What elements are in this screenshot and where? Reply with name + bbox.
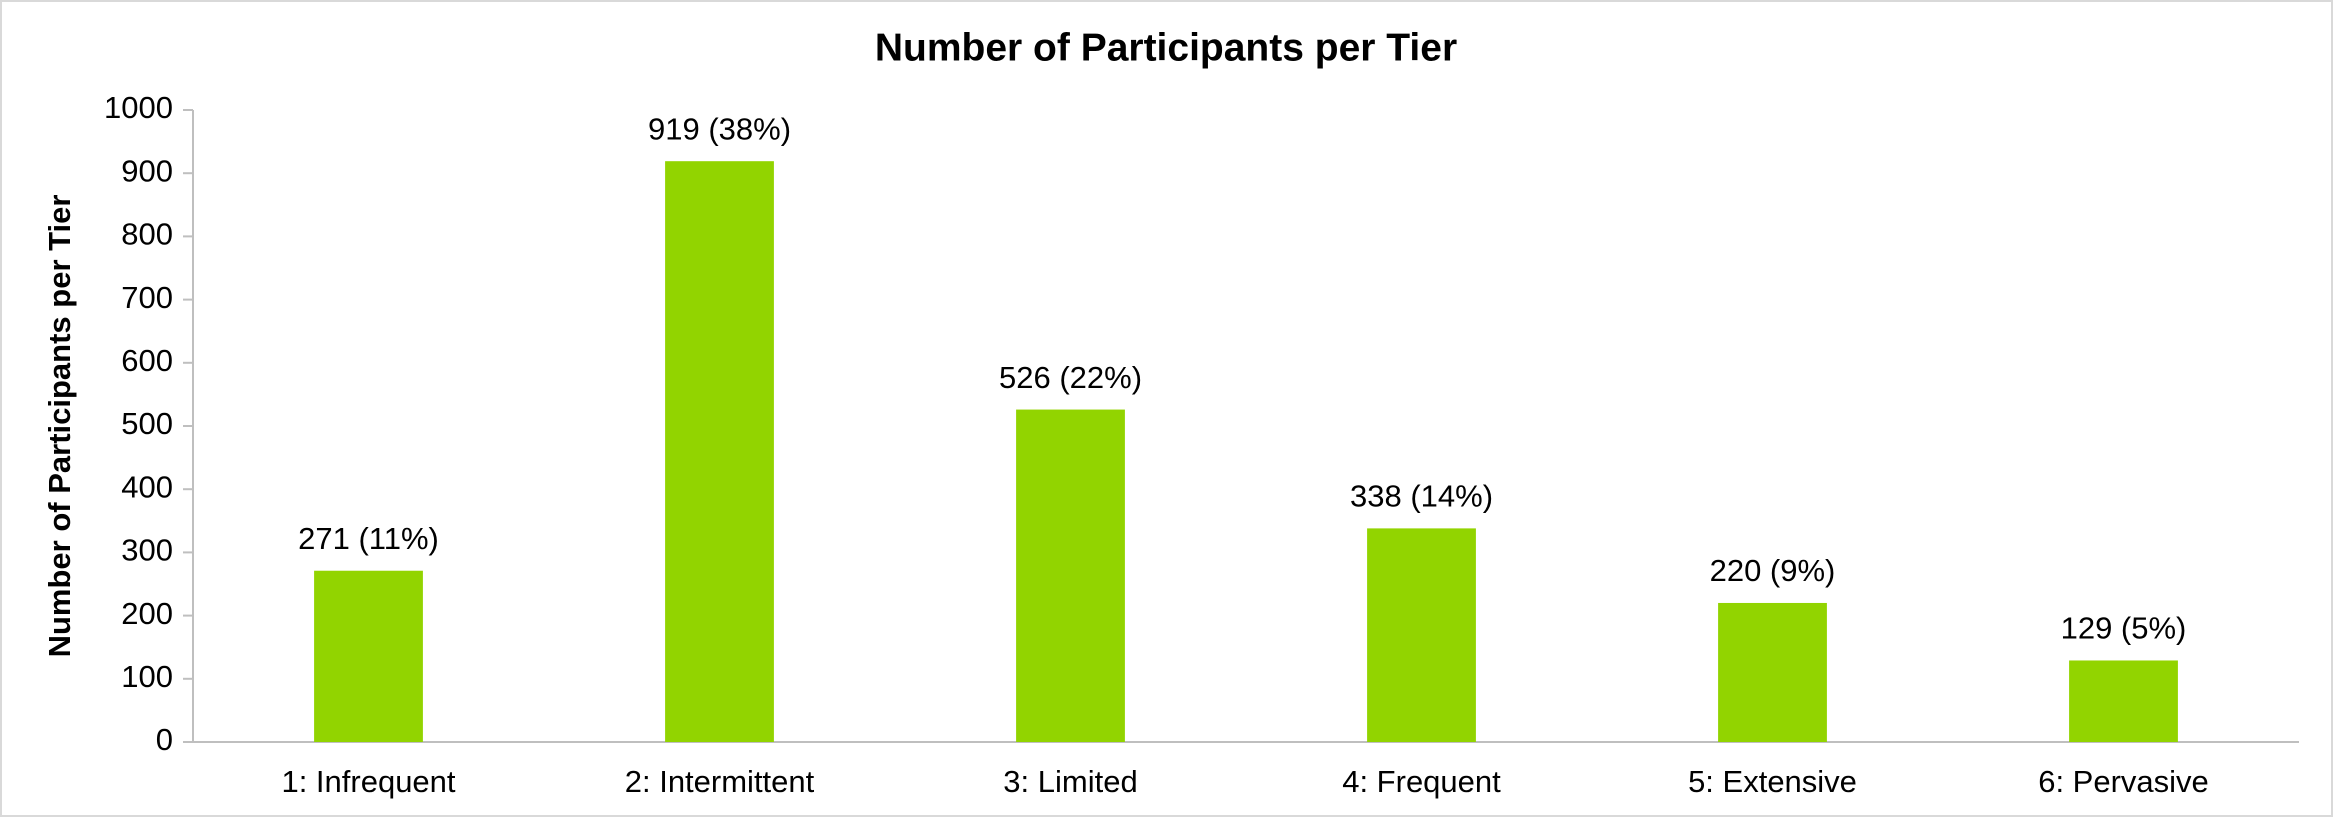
data-label: 338 (14%) xyxy=(1350,479,1493,514)
y-tick-label: 300 xyxy=(121,533,173,568)
x-tick-label: 6: Pervasive xyxy=(2038,764,2209,799)
bar xyxy=(665,161,774,742)
y-tick-label: 200 xyxy=(121,596,173,631)
y-tick-label: 400 xyxy=(121,469,173,504)
y-tick-label: 500 xyxy=(121,406,173,441)
x-tick-label: 4: Frequent xyxy=(1342,764,1501,799)
y-tick-label: 600 xyxy=(121,343,173,378)
bar xyxy=(1016,409,1125,742)
x-tick-label: 5: Extensive xyxy=(1688,764,1857,799)
y-tick-label: 900 xyxy=(121,153,173,188)
x-tick-label: 2: Intermittent xyxy=(625,764,815,799)
bar xyxy=(1367,528,1476,742)
y-axis-label: Number of Participants per Tier xyxy=(42,195,77,658)
data-label: 919 (38%) xyxy=(648,111,791,146)
y-tick-label: 1000 xyxy=(104,90,173,125)
y-tick-label: 0 xyxy=(156,722,173,757)
y-tick-label: 100 xyxy=(121,659,173,694)
bar xyxy=(1718,602,1827,742)
y-tick-label: 800 xyxy=(121,217,173,252)
y-tick-label: 700 xyxy=(121,280,173,315)
x-tick-label: 3: Limited xyxy=(1003,764,1137,799)
x-tick-label: 1: Infrequent xyxy=(281,764,455,799)
bar xyxy=(314,570,423,742)
data-label: 271 (11%) xyxy=(298,521,439,556)
data-label: 129 (5%) xyxy=(2061,611,2187,646)
data-label: 526 (22%) xyxy=(999,360,1142,395)
bar xyxy=(2069,660,2178,742)
chart-title: Number of Participants per Tier xyxy=(875,26,1457,69)
data-label: 220 (9%) xyxy=(1710,553,1836,588)
